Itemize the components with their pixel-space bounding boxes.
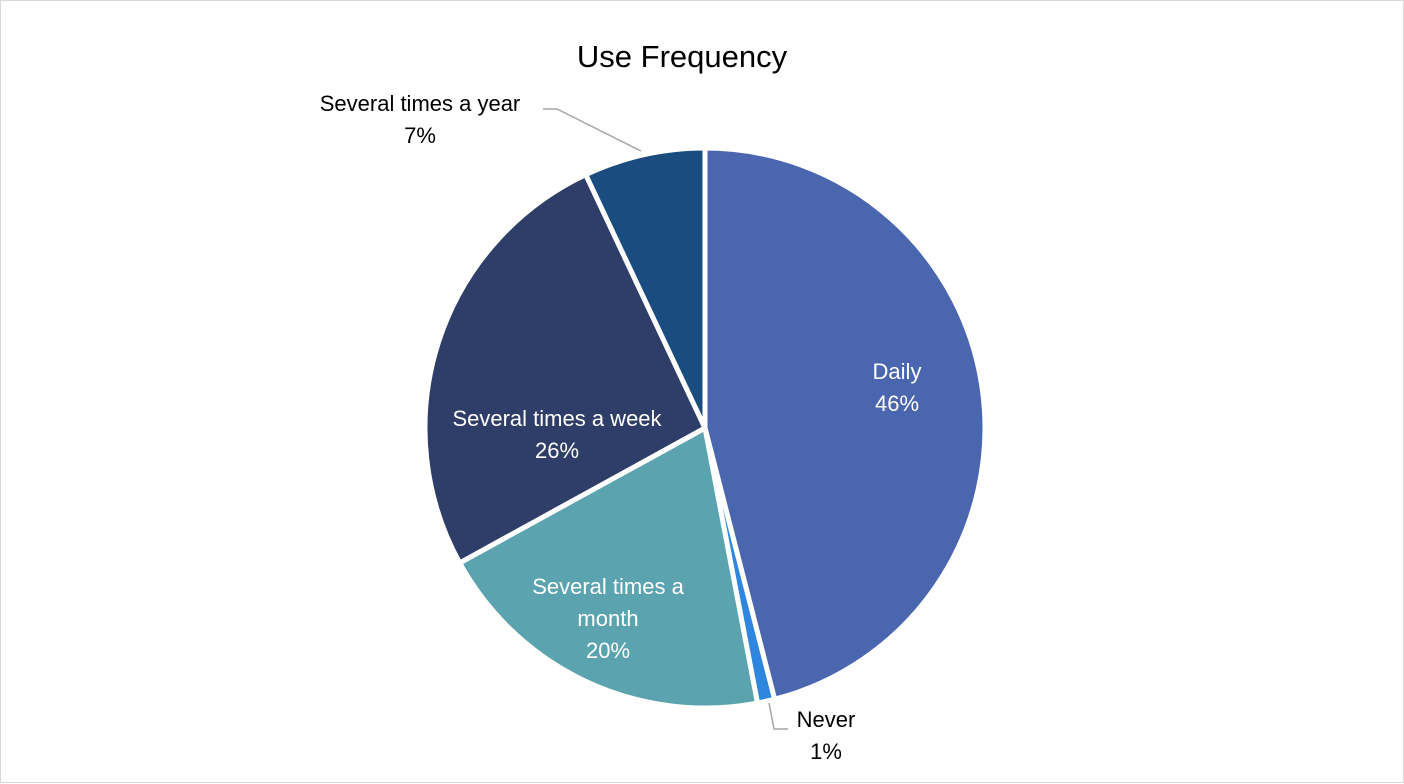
pie-slices [422,145,988,711]
leader-line-several-times-a-year [543,108,642,152]
leader-line-never [768,702,788,730]
data-labels: Daily 46% Never 1% Several times a month 20% Se… [320,91,922,764]
data-label-never: Never 1% [797,707,856,764]
pie-slice-several-times-a-week [422,172,708,566]
data-label-several-times-a-month: Several times a month 20% [532,574,684,663]
data-label-daily: Daily 46% [873,359,922,416]
leader-lines [543,108,788,730]
chart-title: Use Frequency [577,39,788,74]
data-label-several-times-a-year: Several times a year 7% [320,91,521,148]
data-label-several-times-a-week: Several times a week 26% [452,406,662,463]
pie-slice-several-times-a-month [457,425,760,711]
pie-slice-several-times-a-year [583,145,708,431]
pie-slice-daily [702,145,988,702]
